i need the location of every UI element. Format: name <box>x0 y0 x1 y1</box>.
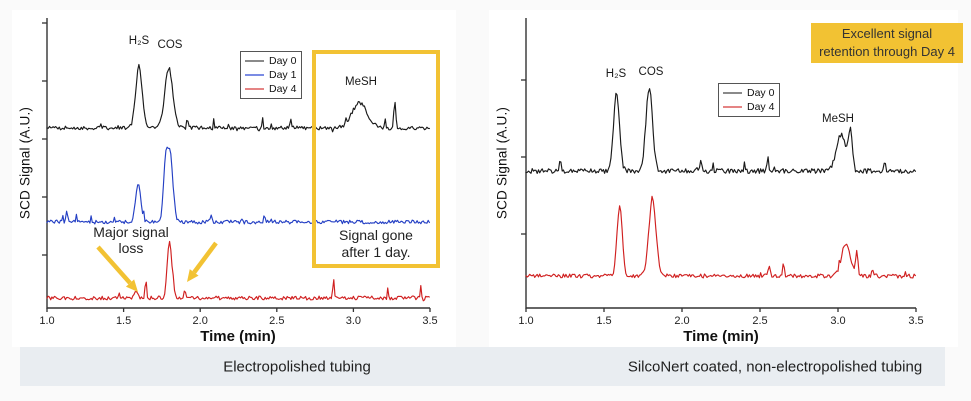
legend-item-day-4: Day 4 <box>245 82 296 96</box>
legend-line-sample <box>723 106 742 108</box>
x-tick-label: 1.5 <box>596 315 611 327</box>
peak-label-hs: H₂S <box>128 35 150 47</box>
caption-silconert: SilcoNert coated, non-electropolished tu… <box>627 358 923 375</box>
arrowhead-icon <box>125 279 138 292</box>
x-axis-label-left: Time (min) <box>200 328 276 345</box>
y-axis-label-left: SCD Signal (A.U.) <box>17 106 33 220</box>
x-tick-label: 2.0 <box>674 315 689 327</box>
x-tick-label: 1.0 <box>39 315 54 327</box>
legend-line-sample <box>723 92 742 94</box>
trace-day-1 <box>46 146 430 225</box>
legend-item-day-0: Day 0 <box>245 54 296 68</box>
trace-day-0 <box>46 63 430 133</box>
x-tick-label: 2.5 <box>752 315 767 327</box>
caption-band: Electropolished tubing SilcoNert coated,… <box>20 347 945 386</box>
signal-gone-note: Signal gone after 1 day. <box>316 227 436 261</box>
legend-label: Day 0 <box>269 55 297 67</box>
axes: 1.0 1.5 2.0 2.5 3.0 3.5 <box>39 18 438 327</box>
arrowhead-icon <box>187 269 199 282</box>
trace-day-4 <box>46 240 430 302</box>
legend-line-sample <box>245 60 264 62</box>
x-tick-label: 3.5 <box>908 315 923 327</box>
axes: 1.0 1.5 2.0 2.5 3.0 3.5 <box>518 18 924 327</box>
chromatogram-plot-left: 1.0 1.5 2.0 2.5 3.0 3.5 <box>39 18 438 327</box>
peak-label-hs: H₂S <box>605 68 627 80</box>
loss-arrow <box>96 245 138 292</box>
legend-label: Day 4 <box>269 83 297 95</box>
x-tick-label: 2.5 <box>269 315 284 327</box>
x-axis-label-right: Time (min) <box>683 328 759 345</box>
legend-left: Day 0 Day 1 Day 4 <box>240 51 303 99</box>
panel-electropolished: 1.0 1.5 2.0 2.5 3.0 3.5 SCD Signal (A.U.) Tim… <box>12 10 456 347</box>
trace-day-0 <box>525 88 916 174</box>
y-axis-label-right: SCD Signal (A.U.) <box>494 106 510 220</box>
major-signal-loss-line1: Major signal <box>93 224 169 240</box>
major-signal-loss-line2: loss <box>118 240 144 256</box>
trace-day-4 <box>525 195 916 279</box>
mesh-highlight-box: Signal gone after 1 day. <box>312 50 440 268</box>
x-tick-label: 1.5 <box>116 315 131 327</box>
retention-banner-line2: retention through Day 4 <box>819 44 955 59</box>
loss-arrow <box>187 241 218 282</box>
panel-silconert: 1.0 1.5 2.0 2.5 3.0 3.5 SCD Signal (A.U.) Tim… <box>489 10 963 347</box>
legend-label: Day 0 <box>747 87 775 99</box>
peak-label-cos: COS <box>638 66 664 78</box>
x-tick-label: 2.0 <box>193 315 208 327</box>
chromatogram-plot-right: 1.0 1.5 2.0 2.5 3.0 3.5 <box>518 18 924 327</box>
legend-item-day-4: Day 4 <box>723 100 774 114</box>
peak-label-mesh: MeSH <box>345 76 377 88</box>
x-tick-label: 3.0 <box>830 315 845 327</box>
x-tick-label: 1.0 <box>518 315 533 327</box>
retention-banner-line1: Excellent signal <box>841 26 933 41</box>
x-tick-label: 3.5 <box>422 315 437 327</box>
legend-line-sample <box>245 88 264 90</box>
peak-label-mesh: MeSH <box>822 113 854 125</box>
retention-banner: Excellent signal retention through Day 4 <box>811 23 963 63</box>
legend-line-sample <box>245 74 264 76</box>
legend-right: Day 0 Day 4 <box>718 83 781 117</box>
signal-gone-note-line2: after 1 day. <box>341 244 411 260</box>
caption-electropolished: Electropolished tubing <box>223 358 371 375</box>
peak-label-cos: COS <box>157 39 183 51</box>
legend-item-day-1: Day 1 <box>245 68 296 82</box>
major-signal-loss-label: Major signal loss <box>93 224 168 256</box>
legend-label: Day 4 <box>747 101 775 113</box>
legend-label: Day 1 <box>269 69 297 81</box>
signal-gone-note-line1: Signal gone <box>339 227 413 243</box>
legend-item-day-0: Day 0 <box>723 86 774 100</box>
x-tick-label: 3.0 <box>346 315 361 327</box>
